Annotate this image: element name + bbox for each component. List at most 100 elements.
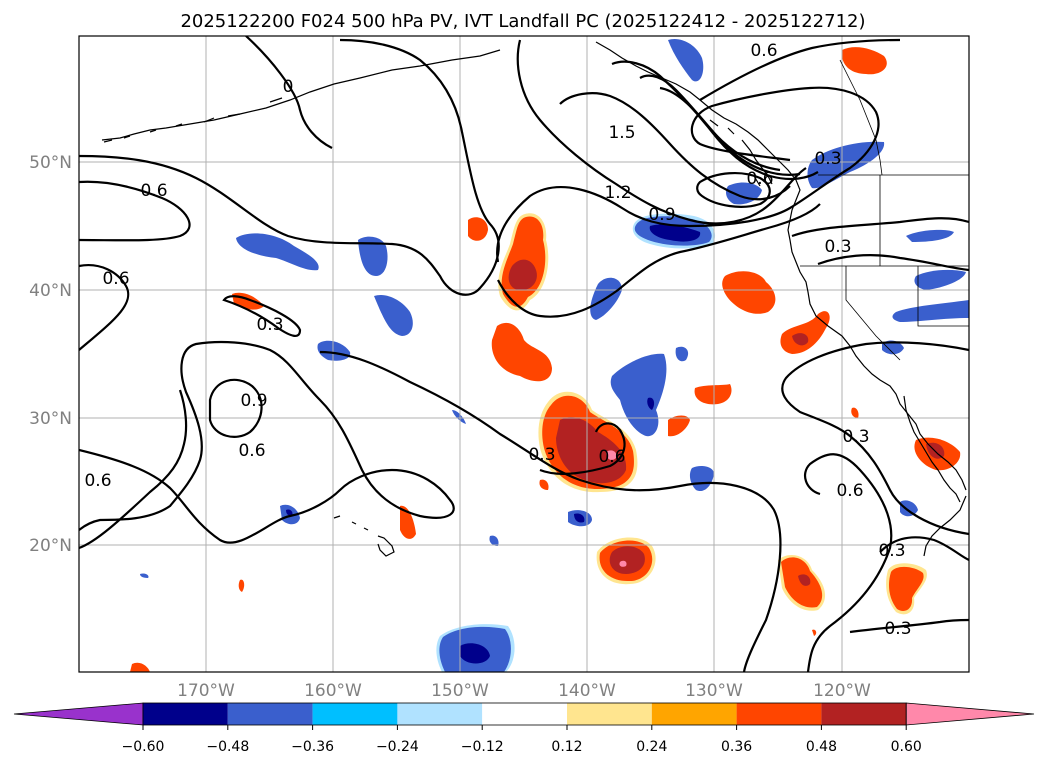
- contour-label: 0.9: [240, 391, 267, 411]
- coastline-aleutians: [103, 97, 283, 143]
- colorbar-tick-label: 0.60: [891, 739, 922, 755]
- contour-label: 0.3: [814, 149, 841, 169]
- shade-negative-blob: [906, 229, 954, 242]
- contour-label: 0.3: [256, 315, 283, 335]
- contour-line: [497, 203, 821, 318]
- shade-negative-blob: [358, 236, 388, 276]
- lat-tick-label: 30°N: [29, 409, 72, 429]
- contour-line: [849, 618, 969, 634]
- colorbar-tick-label: −0.60: [122, 739, 165, 755]
- colorbar-tick-labels: −0.60 −0.48 −0.36 −0.24 −0.12 0.12 0.24 …: [122, 739, 922, 755]
- contour-line: [319, 350, 782, 672]
- shade-positive-blob: [798, 574, 811, 586]
- shade-negative-blob: [286, 509, 293, 516]
- colorbar-segment: [482, 703, 567, 725]
- colorbar-tick-label: 0.12: [551, 739, 582, 755]
- colorbar-extend-high: [905, 702, 1035, 726]
- contour-label: 0.6: [84, 471, 111, 491]
- contour-label: 1.5: [608, 123, 635, 143]
- shade-negative-blob: [900, 500, 918, 517]
- colorbar-segment: [821, 703, 907, 725]
- shade-negative-blob: [452, 410, 466, 424]
- shade-negative-blob: [675, 346, 689, 362]
- chart-title: 2025122200 F024 500 hPa PV, IVT Landfall…: [180, 11, 865, 32]
- shade-negative-blob: [892, 300, 969, 322]
- colorbar-segment: [397, 703, 483, 725]
- contour-label: 0.6: [140, 181, 167, 201]
- colorbar-tick-label: −0.12: [461, 739, 504, 755]
- lon-tick-label: 120°W: [813, 681, 871, 701]
- shade-negative-blob: [236, 233, 319, 271]
- shade-positive-blob: [780, 311, 830, 354]
- shade-positive-blob: [841, 47, 887, 75]
- shade-negative-blob: [882, 340, 904, 355]
- colorbar-segment: [312, 703, 398, 725]
- colorbar-tick-label: −0.36: [291, 739, 334, 755]
- lat-tick-labels: 50°N 40°N 30°N 20°N: [29, 153, 72, 556]
- contour-label: 0.6: [836, 481, 863, 501]
- contour-line: [496, 86, 880, 263]
- contour-label: 0.6: [598, 447, 625, 467]
- contour-label: 0.3: [842, 427, 869, 447]
- contour-line: [79, 180, 191, 242]
- contour-line: [79, 389, 188, 550]
- colorbar-segment: [567, 703, 652, 725]
- shade-positive-blob: [491, 322, 552, 382]
- contour-label: 0.3: [824, 237, 851, 257]
- colorbar-ticks: [142, 725, 907, 730]
- lon-tick-label: 160°W: [304, 681, 362, 701]
- colorbar-tick-label: −0.48: [206, 739, 249, 755]
- shade-positive-blob: [606, 450, 617, 460]
- contour-line: [79, 264, 130, 351]
- shade-negative-blob: [374, 294, 413, 336]
- shade-negative-blob: [460, 643, 490, 664]
- contour-labels: 0 0.6 1.5 1.2 0.9 0.6 0.3 0.6 0.3 0.9 0.…: [84, 41, 911, 639]
- colorbar-segment: [143, 703, 228, 725]
- shade-positive-blob: [722, 271, 776, 314]
- shade-negative-blob: [610, 353, 667, 437]
- shade-positive-blob: [400, 505, 416, 539]
- contour-line: [208, 378, 263, 438]
- shade-negative-blob: [689, 466, 714, 492]
- gridlines: [79, 36, 969, 672]
- contour-label: 0: [283, 77, 294, 97]
- shade-positive-blob: [668, 415, 690, 437]
- contour-label: 0.3: [528, 445, 555, 465]
- border-us-states: [800, 175, 969, 361]
- lat-tick-label: 50°N: [29, 153, 72, 173]
- contour-label: 0.3: [878, 541, 905, 561]
- contour-label: 0.6: [238, 441, 265, 461]
- contour-line: [659, 86, 781, 172]
- colorbar-segment: [651, 703, 737, 725]
- colorbar-tick-label: 0.24: [636, 739, 667, 755]
- shade-positive-blob: [851, 407, 859, 418]
- shade-negative-blob: [647, 397, 655, 410]
- shade-positive-blob: [812, 629, 817, 636]
- contour-line: [699, 38, 901, 101]
- contour-line: [222, 295, 302, 337]
- colorbar-frame: [142, 702, 907, 726]
- colorbar-segment: [227, 703, 313, 725]
- shade-positive-blob: [508, 259, 537, 291]
- shade-positive-blob: [694, 384, 732, 405]
- shade-negative-blob: [574, 513, 585, 523]
- shade-positive-blob: [539, 479, 549, 490]
- contour-line: [559, 92, 791, 201]
- contour-label: 0.6: [746, 169, 773, 189]
- colorbar-segment: [736, 703, 822, 725]
- shade-negative-blob: [489, 535, 499, 546]
- lat-tick-label: 40°N: [29, 281, 72, 301]
- contour-line: [245, 36, 333, 149]
- lon-tick-label: 170°W: [177, 681, 235, 701]
- colorbar-extend-low: [13, 702, 144, 726]
- map-panel: 0 0.6 1.5 1.2 0.9 0.6 0.3 0.6 0.3 0.9 0.…: [79, 36, 969, 672]
- shade-positive-blob: [792, 333, 809, 346]
- shade-positive-blob: [609, 546, 645, 574]
- shade-negative-blob: [649, 224, 701, 242]
- lon-tick-label: 140°W: [558, 681, 616, 701]
- contour-line: [879, 536, 969, 562]
- colorbar: −0.60 −0.48 −0.36 −0.24 −0.12 0.12 0.24 …: [13, 702, 1035, 755]
- lat-tick-label: 20°N: [29, 536, 72, 556]
- contour-line: [817, 254, 969, 272]
